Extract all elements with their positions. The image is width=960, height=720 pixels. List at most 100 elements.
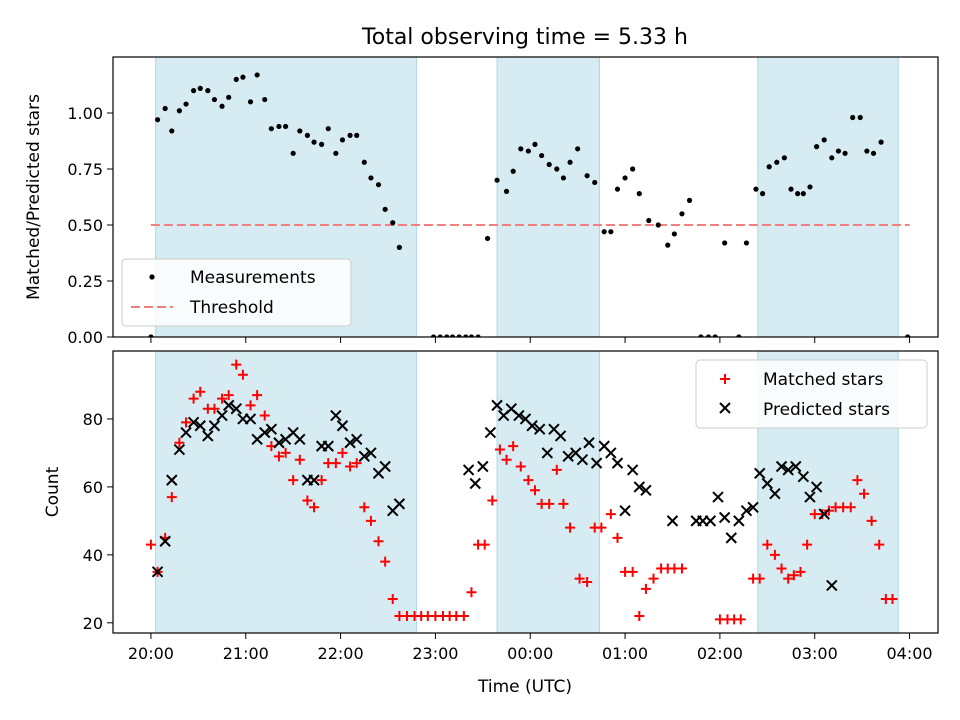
matched-stars-point — [887, 594, 898, 605]
predicted-stars-point — [826, 579, 838, 592]
measurements-point — [240, 74, 246, 80]
measurements-point — [494, 177, 500, 183]
matched-stars-point — [145, 539, 156, 550]
measurements-point — [722, 240, 728, 246]
matched-stars-point — [365, 515, 376, 526]
measurements-point — [766, 164, 772, 170]
predicted-stars-point — [818, 508, 830, 520]
predicted-stars-point — [244, 413, 257, 425]
predicted-stars-point — [358, 450, 371, 463]
matched-stars-point — [558, 498, 569, 509]
matched-stars-point — [769, 549, 780, 560]
measurements-point — [630, 166, 636, 172]
matched-stars-point — [309, 502, 320, 513]
matched-stars-point — [174, 437, 185, 448]
measurements-point — [584, 173, 590, 179]
measurements-point — [154, 117, 161, 123]
predicted-stars-point — [769, 487, 781, 500]
matched-stars-point — [231, 359, 242, 370]
legend-threshold-label: Threshold — [189, 298, 274, 318]
predicted-stars-point — [775, 460, 788, 473]
measurements-point — [211, 96, 218, 103]
measurements-point — [183, 101, 189, 107]
matched-stars-point — [551, 464, 562, 475]
matched-stars-point — [676, 563, 687, 574]
predicted-stars-point — [308, 474, 320, 486]
count-plot-area — [145, 351, 899, 633]
predicted-stars-point — [640, 484, 652, 497]
matched-stars-point — [640, 583, 651, 594]
ratio-legend: Measurements Threshold — [121, 258, 352, 327]
legend-measurements-marker — [149, 274, 155, 280]
predicted-stars-point — [173, 443, 186, 456]
measurements-point — [870, 150, 877, 156]
predicted-stars-point — [294, 433, 306, 446]
measurements-point — [463, 334, 469, 337]
predicted-stars-point — [187, 416, 200, 429]
predicted-stars-point — [747, 501, 759, 513]
measurements-point — [361, 159, 367, 165]
measurements-point — [205, 88, 211, 94]
predicted-stars-point — [583, 437, 595, 449]
measurements-point — [375, 182, 382, 188]
measurements-point — [560, 175, 567, 181]
matched-stars-point — [337, 447, 348, 458]
x-tick-label: 23:00 — [412, 644, 458, 663]
predicted-stars-point — [273, 437, 285, 449]
matched-stars-point — [387, 594, 398, 605]
matched-stars-point — [529, 485, 540, 496]
x-tick-label: 22:00 — [318, 644, 364, 663]
predicted-stars-point — [477, 460, 489, 473]
matched-stars-point — [181, 417, 192, 428]
predicted-stars-point — [605, 447, 617, 459]
matched-stars-point — [259, 410, 270, 421]
predicted-stars-point — [202, 430, 214, 442]
x-tick-label: 01:00 — [602, 644, 648, 663]
ratio-observing-interval — [757, 57, 899, 337]
predicted-stars-point — [733, 515, 745, 527]
matched-stars-point — [316, 475, 327, 486]
count-observing-interval — [155, 351, 417, 633]
matched-stars-point — [802, 539, 813, 550]
predicted-stars-point — [336, 420, 349, 432]
matched-stars-point — [237, 369, 248, 380]
predicted-stars-point — [633, 481, 646, 493]
predicted-stars-point — [365, 447, 377, 459]
matched-stars-point — [648, 573, 659, 584]
measurements-point — [850, 114, 856, 121]
measurements-point — [382, 206, 388, 212]
legend-matched-label: Matched stars — [763, 370, 883, 390]
predicted-stars-point — [804, 491, 816, 503]
matched-stars-point — [188, 393, 199, 404]
count-panel: 20 40 60 80 Count 20:00 21:00 22:00 23:00 00:00 01… — [43, 350, 939, 663]
matched-stars-point — [273, 451, 284, 462]
measurements-point — [905, 334, 911, 337]
matched-stars-point — [735, 614, 746, 625]
measurements-point — [475, 334, 481, 337]
measurements-point — [546, 161, 552, 168]
matched-stars-point — [788, 570, 799, 581]
predicted-stars-point — [790, 460, 802, 473]
matched-stars-point — [252, 390, 263, 401]
count-y-tick-label: 40 — [83, 546, 103, 565]
matched-stars-point — [479, 539, 490, 550]
measurements-point — [774, 159, 780, 165]
predicted-stars-point — [576, 454, 589, 466]
measurements-point — [444, 334, 450, 337]
matched-stars-point — [582, 577, 593, 588]
predicted-stars-point — [259, 426, 271, 439]
matched-stars-point — [852, 475, 863, 486]
measurements-point — [162, 105, 168, 112]
measurements-point — [325, 126, 331, 132]
predicted-stars-point — [541, 447, 554, 459]
predicted-stars-point — [534, 423, 546, 435]
measurements-point — [857, 114, 863, 121]
measurements-point — [233, 76, 239, 82]
measurements-point — [608, 229, 614, 235]
measurements-point — [622, 175, 628, 181]
matched-stars-point — [783, 573, 794, 584]
predicted-stars-point — [797, 471, 810, 483]
measurements-point — [518, 146, 524, 152]
measurements-point — [304, 132, 310, 138]
